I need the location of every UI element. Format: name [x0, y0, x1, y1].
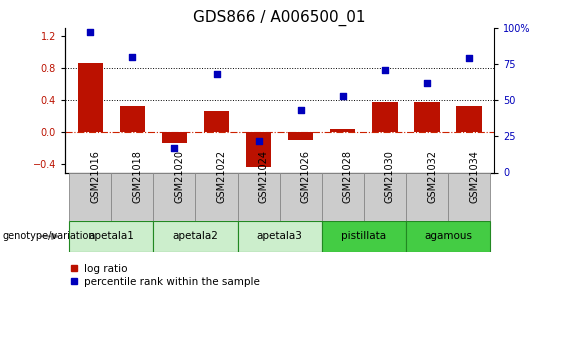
Text: GSM21034: GSM21034 [469, 150, 479, 203]
Point [423, 80, 432, 86]
Point [296, 107, 305, 113]
Point [254, 138, 263, 144]
Bar [280, 172, 322, 221]
Bar [322, 221, 406, 252]
Point [380, 67, 389, 72]
Bar [77, 63, 103, 132]
Bar [111, 172, 153, 221]
Bar [153, 221, 237, 252]
Title: GDS866 / A006500_01: GDS866 / A006500_01 [193, 10, 366, 26]
Bar [364, 172, 406, 221]
Text: apetala3: apetala3 [257, 231, 303, 241]
Bar [414, 102, 440, 132]
Point [170, 145, 179, 151]
Legend: log ratio, percentile rank within the sample: log ratio, percentile rank within the sa… [70, 264, 259, 287]
Point [128, 54, 137, 59]
Bar [69, 221, 153, 252]
Text: pistillata: pistillata [341, 231, 386, 241]
Text: agamous: agamous [424, 231, 472, 241]
Bar [195, 172, 237, 221]
Bar [322, 172, 364, 221]
Point [86, 29, 95, 35]
Text: genotype/variation: genotype/variation [3, 231, 95, 241]
Bar [120, 107, 145, 132]
Text: GSM21022: GSM21022 [216, 150, 227, 203]
Text: GSM21016: GSM21016 [90, 150, 100, 203]
Text: GSM21030: GSM21030 [385, 150, 395, 203]
Text: GSM21026: GSM21026 [301, 150, 311, 203]
Bar [406, 172, 448, 221]
Bar [330, 129, 355, 132]
Text: GSM21018: GSM21018 [132, 150, 142, 203]
Bar [457, 107, 482, 132]
Bar [406, 221, 490, 252]
Bar [153, 172, 195, 221]
Point [464, 55, 473, 61]
Text: apetala1: apetala1 [88, 231, 134, 241]
Point [338, 93, 347, 98]
Text: GSM21032: GSM21032 [427, 150, 437, 203]
Text: GSM21024: GSM21024 [259, 150, 268, 203]
Text: GSM21020: GSM21020 [175, 150, 184, 203]
Bar [246, 132, 271, 167]
Bar [372, 102, 398, 132]
Bar [237, 221, 322, 252]
Bar [288, 132, 314, 140]
Text: GSM21028: GSM21028 [343, 150, 353, 203]
Bar [162, 132, 187, 143]
Bar [204, 110, 229, 132]
Bar [448, 172, 490, 221]
Bar [237, 172, 280, 221]
Text: apetala2: apetala2 [172, 231, 219, 241]
Point [212, 71, 221, 77]
Bar [69, 172, 111, 221]
